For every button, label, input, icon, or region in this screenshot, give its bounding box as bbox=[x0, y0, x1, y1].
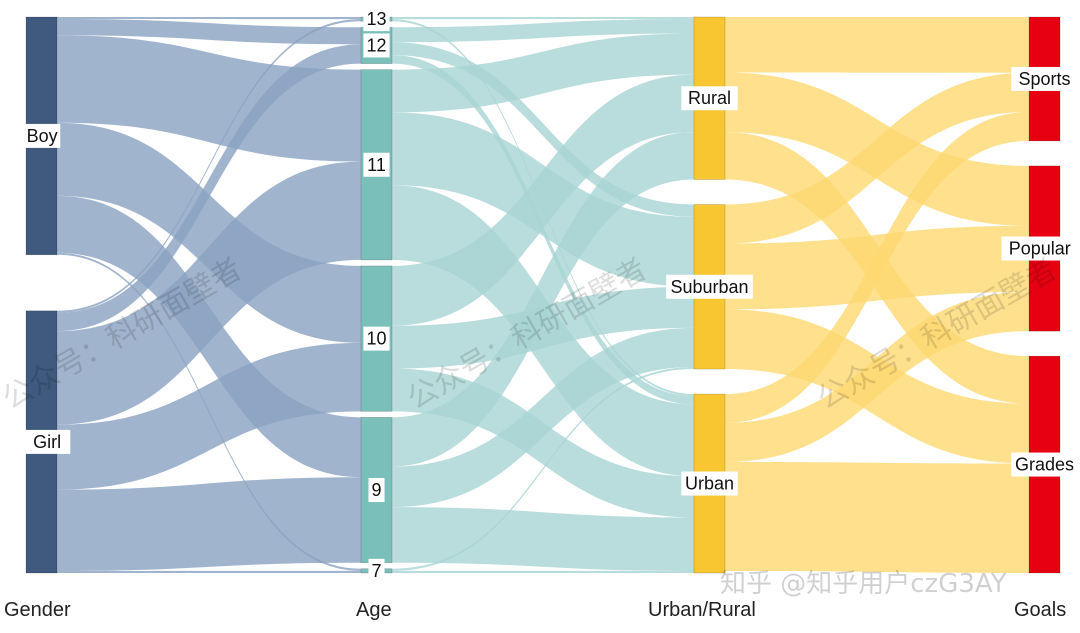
node-label-13: 13 bbox=[366, 9, 386, 29]
node-label-urban: Urban bbox=[685, 474, 734, 494]
node-label-bg bbox=[363, 7, 390, 32]
node-label-bg bbox=[368, 558, 385, 583]
stage-labels-layer: Gender Age Urban/Rural Goals bbox=[4, 599, 1066, 621]
node-label-bg bbox=[1011, 452, 1078, 477]
link-Urban-to-Popular bbox=[725, 291, 1029, 462]
link-Girl-to-11 bbox=[57, 161, 361, 425]
node-label-11: 11 bbox=[367, 155, 386, 175]
link-9-to-Rural bbox=[392, 132, 694, 467]
link-13-to-Rural bbox=[392, 17, 694, 20]
link-Boy-to-10 bbox=[57, 122, 361, 343]
node-label-bg bbox=[24, 429, 71, 454]
link-Girl-to-7 bbox=[57, 570, 361, 573]
stage-label-age: Age bbox=[356, 599, 392, 621]
node-label-bg bbox=[681, 471, 738, 496]
link-9-to-Urban bbox=[392, 507, 694, 571]
link-9-to-Suburban bbox=[392, 327, 694, 508]
labels-layer: 7 9 10 11 12 13 Boy Girl Rural Suburban Urban Sport… bbox=[24, 7, 1078, 583]
node-label-12: 12 bbox=[366, 35, 386, 55]
link-Suburban-to-Sports bbox=[725, 72, 1029, 244]
node-label-bg bbox=[363, 152, 390, 177]
link-Girl-to-13 bbox=[57, 19, 361, 313]
node-label-popular: Popular bbox=[1009, 239, 1071, 259]
node-label-bg bbox=[363, 33, 390, 58]
node-label-sports: Sports bbox=[1018, 69, 1070, 89]
link-Girl-to-12 bbox=[57, 44, 361, 332]
node-label-bg bbox=[363, 326, 390, 351]
link-Girl-to-9 bbox=[57, 477, 361, 571]
link-10-to-Rural bbox=[392, 74, 694, 326]
link-7-to-Suburban bbox=[392, 366, 694, 571]
node-label-bg bbox=[666, 274, 753, 299]
node-label-7: 7 bbox=[371, 561, 381, 581]
node-label-10: 10 bbox=[366, 329, 386, 349]
link-Boy-to-13 bbox=[57, 17, 361, 20]
link-10-to-Suburban bbox=[392, 286, 694, 369]
link-12-to-Suburban bbox=[392, 42, 694, 217]
node-label-9: 9 bbox=[371, 480, 381, 500]
link-Girl-to-10 bbox=[57, 342, 361, 490]
node-label-suburban: Suburban bbox=[670, 277, 748, 297]
link-Boy-to-11 bbox=[57, 35, 361, 162]
watermark-footer: 知乎 @知乎用户czG3AY bbox=[720, 569, 1007, 599]
stage-label-goals: Goals bbox=[1014, 599, 1066, 621]
links-layer bbox=[57, 17, 1029, 573]
link-Urban-to-Grades bbox=[725, 461, 1029, 573]
node-label-bg bbox=[368, 478, 385, 503]
node-label-bg bbox=[1011, 66, 1078, 91]
link-Rural-to-Sports bbox=[725, 17, 1029, 73]
node-label-girl: Girl bbox=[33, 432, 61, 452]
stage-label-urban-rural: Urban/Rural bbox=[648, 599, 756, 621]
link-12-to-Rural bbox=[392, 19, 694, 43]
node-label-grades: Grades bbox=[1015, 455, 1074, 475]
link-11-to-Rural bbox=[392, 33, 694, 113]
link-Boy-to-12 bbox=[57, 19, 361, 45]
node-label-bg bbox=[681, 86, 738, 111]
node-label-rural: Rural bbox=[688, 88, 731, 108]
node-label-bg bbox=[24, 123, 61, 148]
stage-label-gender: Gender bbox=[4, 599, 71, 621]
node-label-boy: Boy bbox=[27, 126, 58, 146]
link-7-to-Urban bbox=[392, 570, 694, 573]
node-label-bg bbox=[1001, 236, 1078, 261]
link-Urban-to-Sports bbox=[725, 112, 1029, 423]
